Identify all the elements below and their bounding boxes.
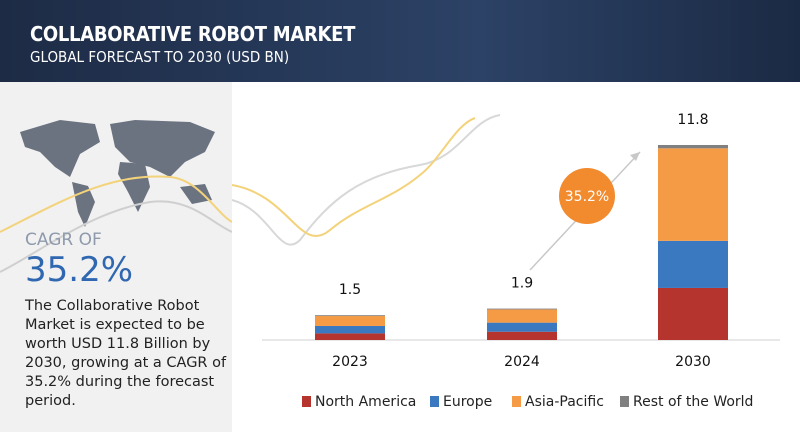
- total-label: 1.5: [339, 282, 361, 298]
- bar-segment: [487, 331, 557, 340]
- cagr-annotation: 35.2%: [565, 189, 609, 205]
- legend-swatch: [430, 396, 439, 407]
- legend-label: Europe: [443, 394, 492, 410]
- description: The Collaborative Robot Market is expect…: [25, 298, 227, 409]
- header: COLLABORATIVE ROBOT MARKET GLOBAL FORECA…: [0, 0, 800, 82]
- bar-segment: [658, 145, 728, 149]
- cagr-bubble: [559, 168, 615, 224]
- left-panel: CAGR OF 35.2% The Collaborative Robot Ma…: [0, 82, 232, 432]
- bar-segment: [658, 240, 728, 288]
- legend-label: Asia-Pacific: [525, 394, 604, 410]
- cagr-label: CAGR OF: [25, 230, 102, 250]
- legend-swatch: [302, 396, 311, 407]
- x-tick-label: 2024: [504, 354, 540, 370]
- legend-swatch: [620, 396, 629, 407]
- bar-segment: [315, 316, 385, 326]
- bar-segment: [315, 315, 385, 317]
- x-tick-label: 2030: [675, 354, 711, 370]
- bar-segment: [315, 333, 385, 340]
- total-label: 1.9: [511, 276, 533, 292]
- subtitle: GLOBAL FORECAST TO 2030 (USD BN): [30, 48, 290, 66]
- bar-segment: [658, 148, 728, 241]
- bar-segment: [487, 309, 557, 323]
- bar-segment: [487, 322, 557, 332]
- title: COLLABORATIVE ROBOT MARKET: [30, 22, 356, 46]
- bar-segment: [487, 308, 557, 310]
- cagr-value: 35.2%: [25, 250, 134, 290]
- legend-swatch: [512, 396, 521, 407]
- legend-label: Rest of the World: [633, 394, 753, 410]
- legend-label: North America: [315, 394, 416, 410]
- total-label: 11.8: [677, 112, 708, 128]
- x-tick-label: 2023: [332, 354, 368, 370]
- bar-segment: [658, 287, 728, 340]
- world-map: [0, 120, 232, 273]
- bar-segment: [315, 325, 385, 334]
